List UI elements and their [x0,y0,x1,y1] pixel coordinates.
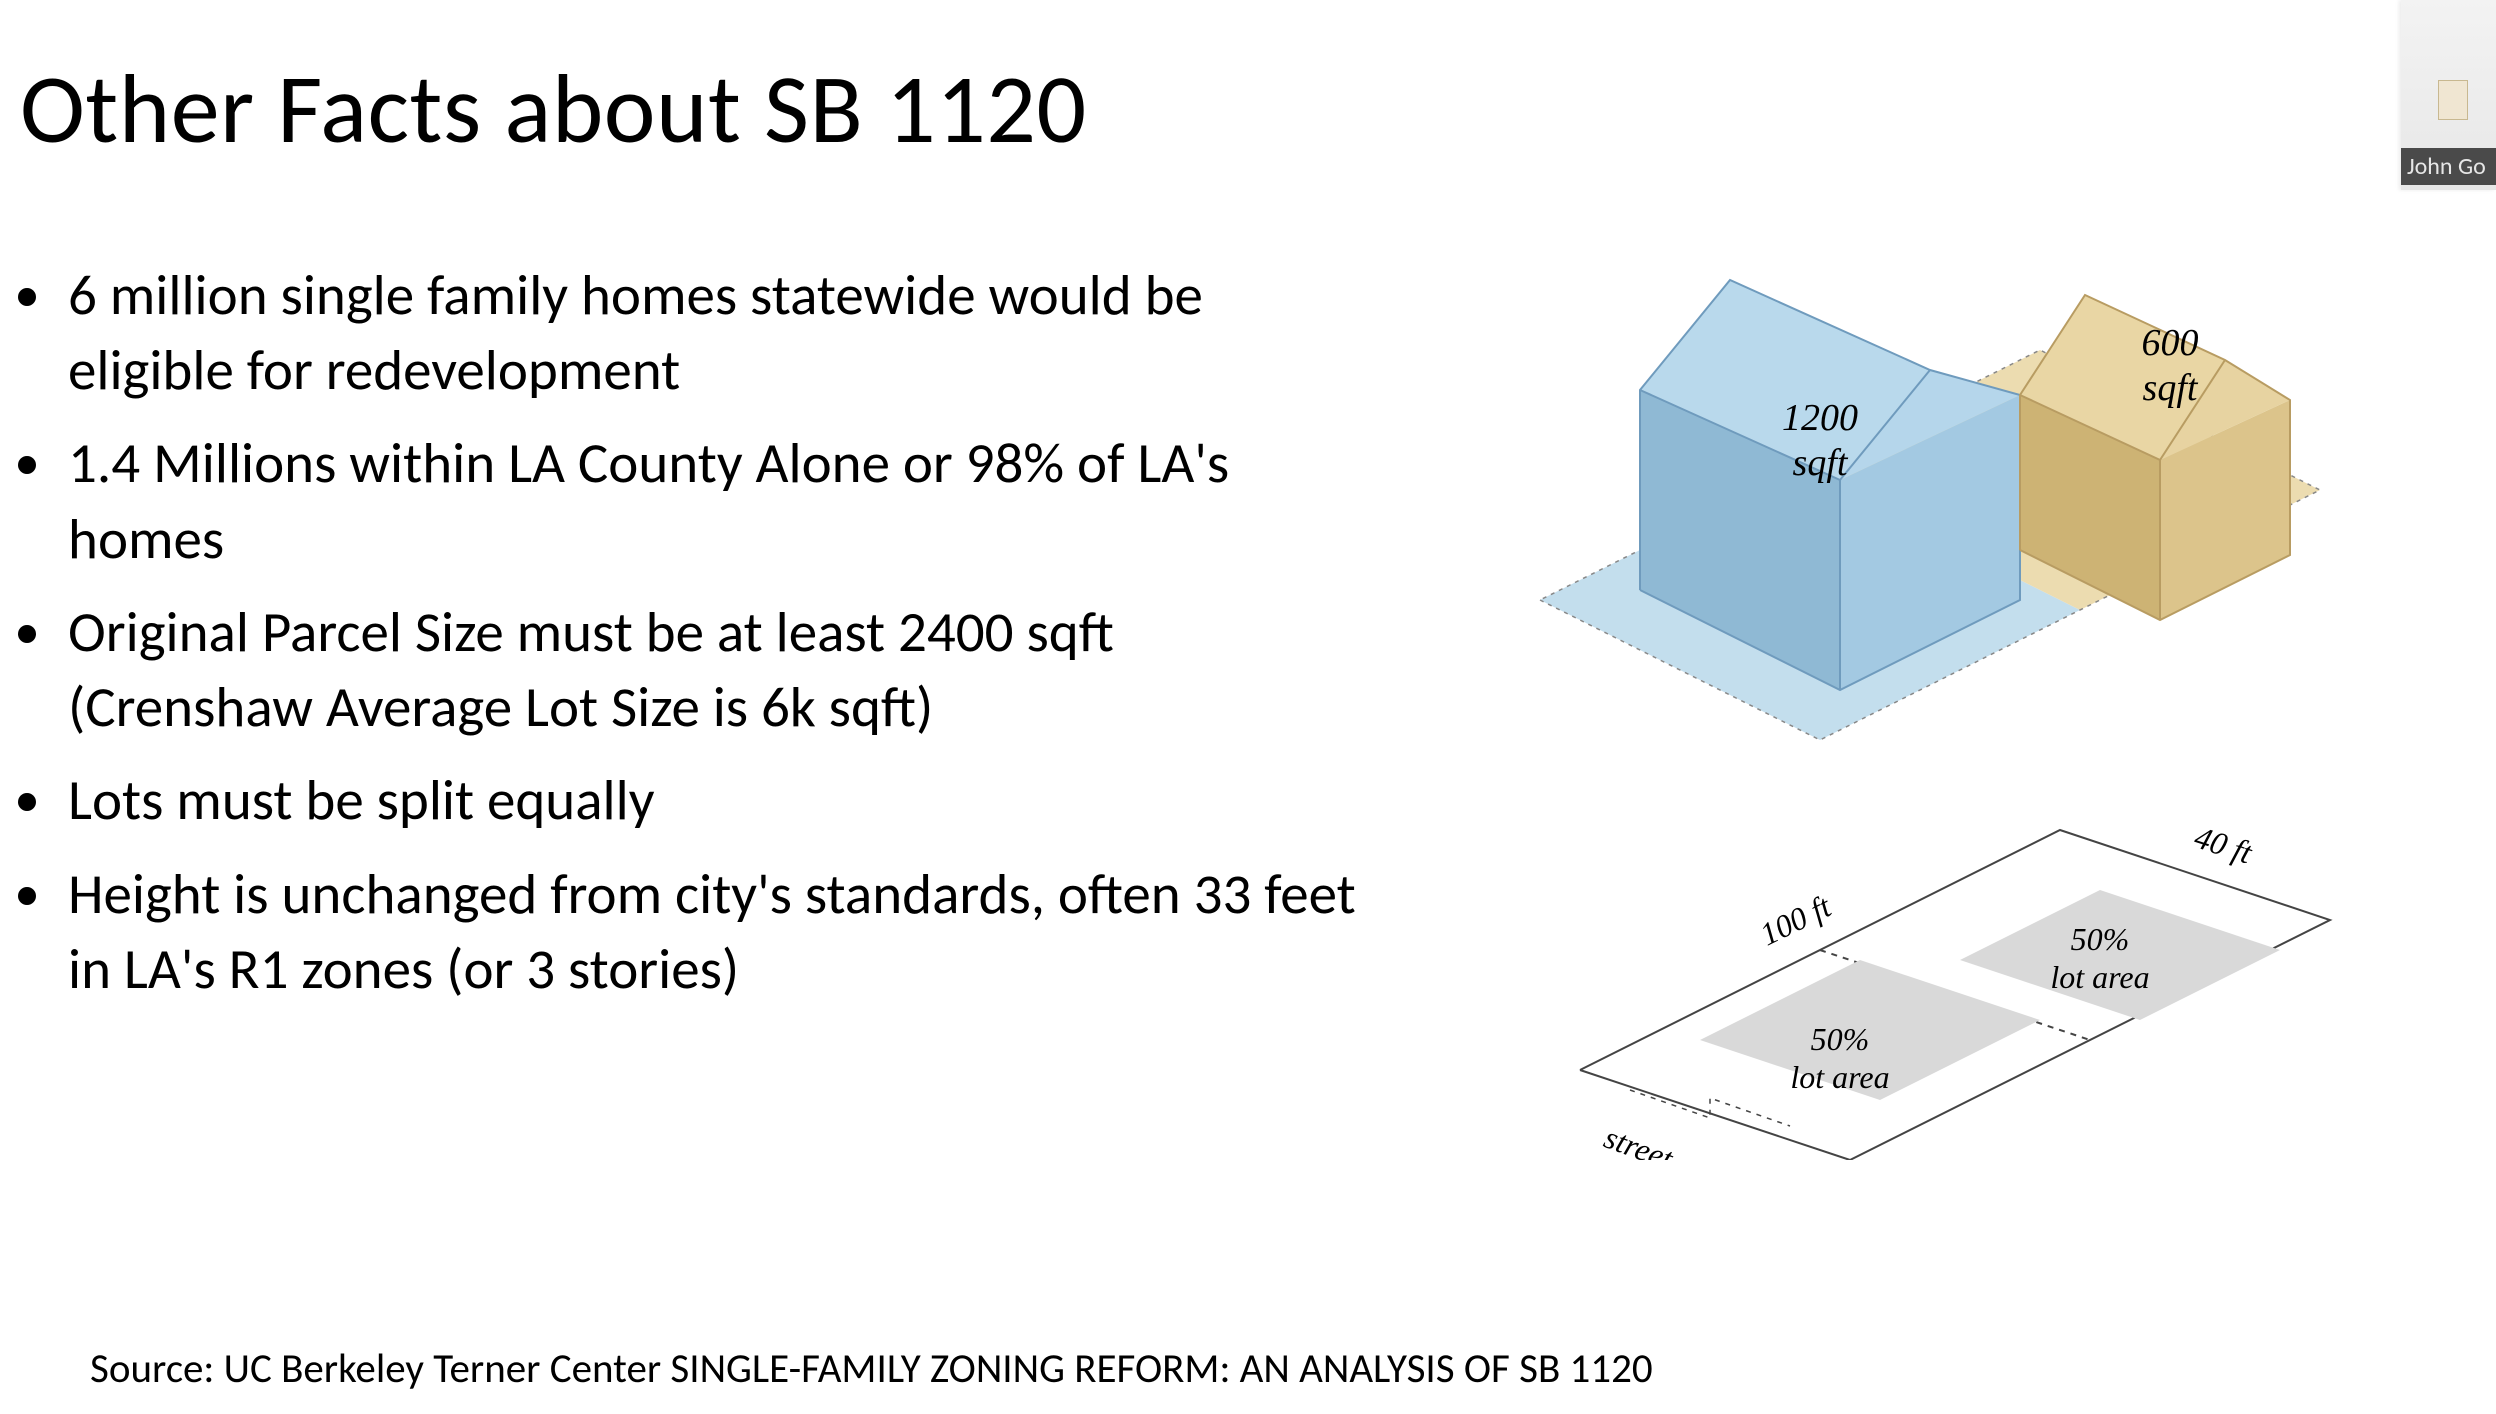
participant-tile[interactable]: John Go [2401,0,2496,190]
house-blue-label-2: sqft [1793,442,1849,484]
slide-title: Other Facts about SB 1120 [20,50,1087,169]
source-citation: Source: UC Berkeley Terner Center SINGLE… [90,1344,1653,1394]
lot-length-label: 100 ft [1754,887,1837,952]
street-label: street [1600,1119,1679,1160]
participant-thumb-icon [2438,80,2468,120]
participant-name: John Go [2401,148,2496,185]
lot-left-pct: 50% [1811,1021,1870,1057]
slide: Other Facts about SB 1120 6 million sing… [0,0,2496,1414]
lot-width-label: 40 ft [2190,818,2257,870]
bullet-item: 1.4 Millions within LA County Alone or 9… [60,426,1360,576]
house-tan: 600 sqft [2020,295,2290,620]
lot-right-area: lot area [2050,959,2149,995]
bullet-item: Height is unchanged from city's standard… [60,857,1360,1007]
house-tan-label-2: sqft [2143,367,2199,409]
lot-split-diagram: 1200 sqft 600 sqft [1460,220,2380,1160]
bullet-item: Lots must be split equally [60,763,1360,838]
bullet-list: 6 million single family homes statewide … [60,258,1360,1025]
house-tan-label-1: 600 [2142,322,2199,364]
houses-iso: 1200 sqft 600 sqft [1540,280,2320,740]
bullet-item: Original Parcel Size must be at least 24… [60,595,1360,745]
bullet-item: 6 million single family homes statewide … [60,258,1360,408]
lot-left-area: lot area [1790,1059,1889,1095]
house-blue-label-1: 1200 [1782,397,1858,439]
lot-right-pct: 50% [2071,921,2130,957]
lot-plan: 100 ft 40 ft 50% lot area 50% lot area s… [1580,818,2330,1160]
